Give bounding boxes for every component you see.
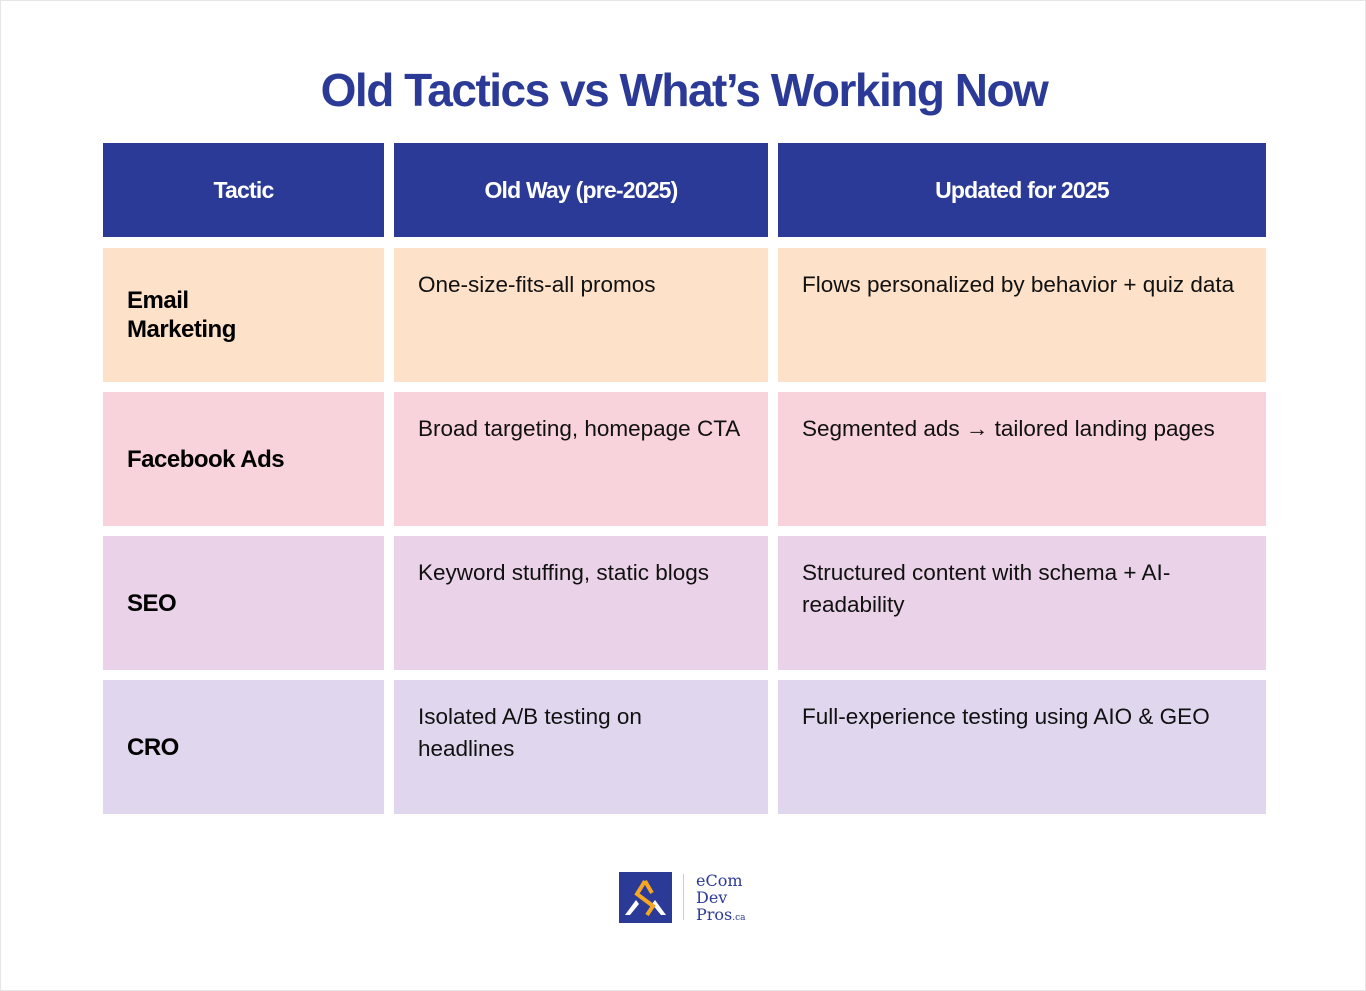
updated-cell: Flows personalized by behavior + quiz da… bbox=[778, 248, 1266, 382]
old-way-cell: Broad targeting, homepage CTA bbox=[394, 392, 768, 526]
header-tactic: Tactic bbox=[103, 143, 384, 237]
tactic-cell: Facebook Ads bbox=[103, 392, 384, 526]
old-way-cell: Keyword stuffing, static blogs bbox=[394, 536, 768, 670]
header-old-way: Old Way (pre-2025) bbox=[394, 143, 768, 237]
header-updated: Updated for 2025 bbox=[778, 143, 1266, 237]
updated-cell: Segmented ads → tailored landing pages bbox=[778, 392, 1266, 526]
logo-wordmark: eCom Dev Pros.ca bbox=[696, 871, 746, 924]
logo-divider bbox=[683, 874, 684, 920]
tactic-cell: SEO bbox=[103, 536, 384, 670]
tactic-cell: Email Marketing bbox=[103, 248, 384, 382]
updated-cell: Structured content with schema + AI-read… bbox=[778, 536, 1266, 670]
logo-icon bbox=[619, 872, 672, 923]
updated-cell: Full-experience testing using AIO & GEO bbox=[778, 680, 1266, 814]
page-title: Old Tactics vs What’s Working Now bbox=[320, 64, 1049, 116]
old-way-cell: Isolated A/B testing on headlines bbox=[394, 680, 768, 814]
old-way-cell: One-size-fits-all promos bbox=[394, 248, 768, 382]
tactic-cell: CRO bbox=[103, 680, 384, 814]
